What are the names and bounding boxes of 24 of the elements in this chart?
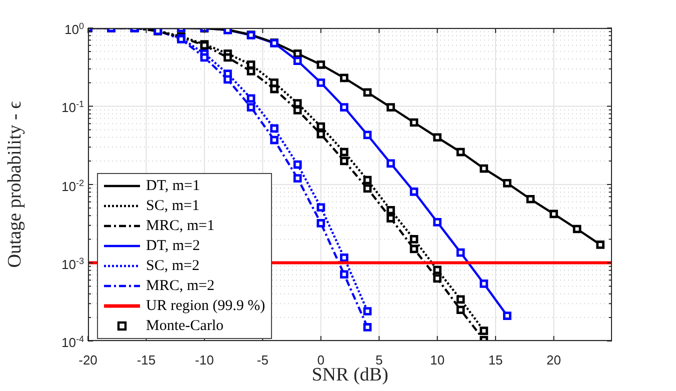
y-tick-label: 10$^{-3}$ xyxy=(62,254,84,272)
legend-label: Monte-Carlo xyxy=(146,318,224,334)
legend-label: DT, m=2 xyxy=(146,238,200,254)
y-tick-label: 10$^{-4}$ xyxy=(62,332,84,350)
legend-label: SC, m=2 xyxy=(146,258,200,274)
y-tick-label: 10$^{-1}$ xyxy=(62,98,84,116)
y-axis-title: Outage probability - ϵ xyxy=(4,100,26,268)
legend-label: MRC, m=1 xyxy=(146,218,214,234)
x-axis-title: SNR (dB) xyxy=(312,364,388,386)
x-tick-label: 15 xyxy=(488,352,503,368)
x-tick-label: -5 xyxy=(256,352,268,368)
x-tick-label: -10 xyxy=(195,352,214,368)
x-tick-label: 5 xyxy=(375,352,383,368)
x-tick-label: -15 xyxy=(136,352,156,368)
x-tick-label: -20 xyxy=(78,352,98,368)
legend-label: SC, m=1 xyxy=(146,198,200,214)
y-tick-label: 10$^{0}$ xyxy=(64,20,84,38)
legend-label: UR region (99.9 %) xyxy=(146,298,266,314)
x-tick-label: 0 xyxy=(317,352,325,368)
legend-label: MRC, m=2 xyxy=(146,278,214,294)
y-tick-label: 10$^{-2}$ xyxy=(62,176,84,194)
x-tick-label: 10 xyxy=(430,352,445,368)
x-tick-label: 20 xyxy=(546,352,562,368)
legend-label: DT, m=1 xyxy=(146,178,200,194)
